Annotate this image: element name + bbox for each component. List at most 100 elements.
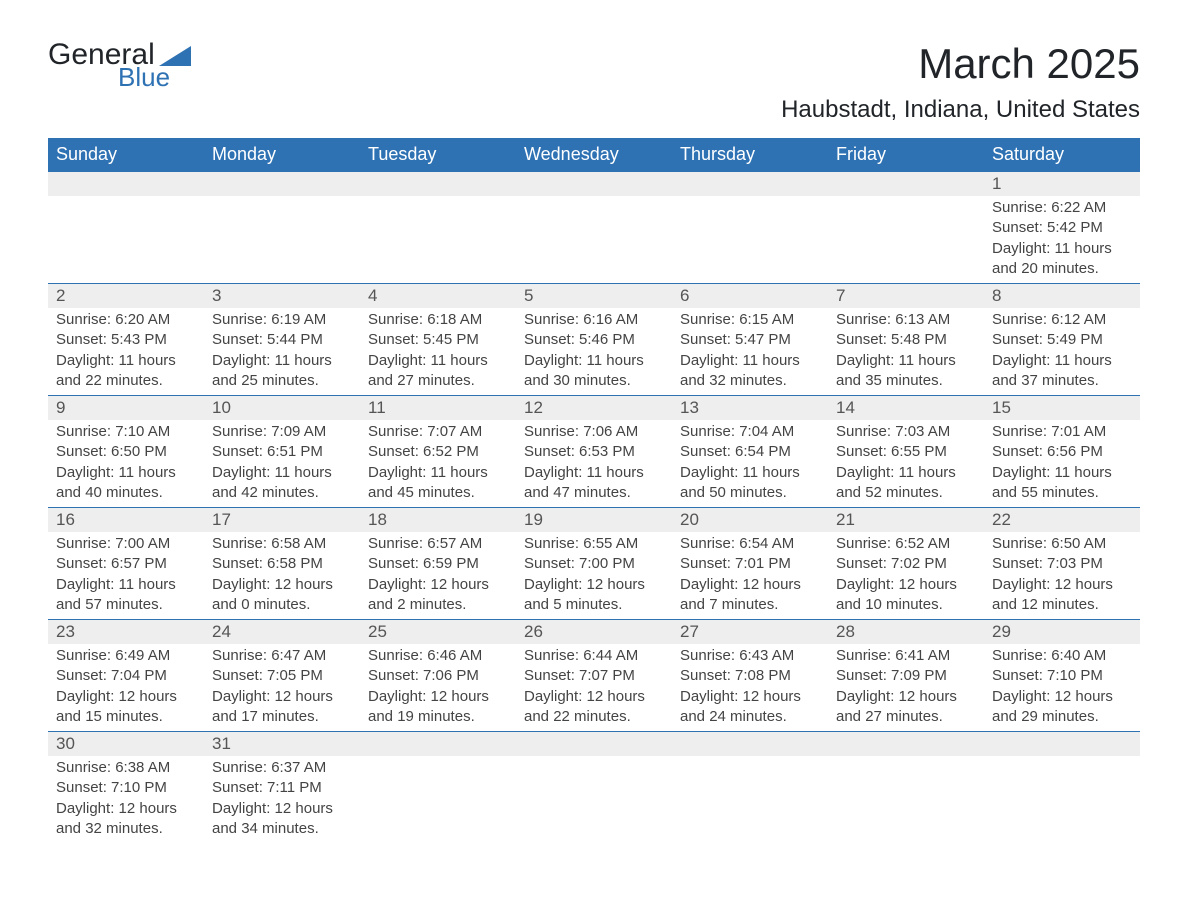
day-data-cell — [360, 756, 516, 843]
daylight-text: and 22 minutes. — [524, 707, 664, 727]
sunrise-text: Sunrise: 7:00 AM — [56, 534, 196, 554]
day-data-row: Sunrise: 6:22 AMSunset: 5:42 PMDaylight:… — [48, 196, 1140, 284]
sunrise-text: Sunrise: 7:01 AM — [992, 422, 1132, 442]
day-data-cell — [360, 196, 516, 284]
weekday-header-row: Sunday Monday Tuesday Wednesday Thursday… — [48, 138, 1140, 172]
weekday-header: Sunday — [48, 138, 204, 172]
sunrise-text: Sunrise: 6:50 AM — [992, 534, 1132, 554]
day-number-cell: 20 — [672, 508, 828, 533]
day-data-cell — [516, 196, 672, 284]
day-number-cell: 21 — [828, 508, 984, 533]
sunrise-text: Sunrise: 6:20 AM — [56, 310, 196, 330]
sunset-text: Sunset: 7:06 PM — [368, 666, 508, 686]
weekday-header: Friday — [828, 138, 984, 172]
daylight-text: Daylight: 12 hours — [680, 687, 820, 707]
day-number-cell: 23 — [48, 620, 204, 645]
day-data-cell: Sunrise: 7:07 AMSunset: 6:52 PMDaylight:… — [360, 420, 516, 508]
day-number-cell — [48, 172, 204, 197]
daylight-text: and 24 minutes. — [680, 707, 820, 727]
logo-text-blue: Blue — [118, 64, 191, 90]
sunset-text: Sunset: 5:43 PM — [56, 330, 196, 350]
sunset-text: Sunset: 6:57 PM — [56, 554, 196, 574]
sunset-text: Sunset: 5:42 PM — [992, 218, 1132, 238]
day-data-cell: Sunrise: 7:09 AMSunset: 6:51 PMDaylight:… — [204, 420, 360, 508]
sunrise-text: Sunrise: 6:41 AM — [836, 646, 976, 666]
logo: General Blue — [48, 40, 191, 90]
daylight-text: Daylight: 11 hours — [524, 351, 664, 371]
day-number-cell — [828, 172, 984, 197]
daylight-text: and 12 minutes. — [992, 595, 1132, 615]
day-number-cell: 3 — [204, 284, 360, 309]
day-data-cell: Sunrise: 6:12 AMSunset: 5:49 PMDaylight:… — [984, 308, 1140, 396]
sunset-text: Sunset: 7:11 PM — [212, 778, 352, 798]
day-data-cell: Sunrise: 7:10 AMSunset: 6:50 PMDaylight:… — [48, 420, 204, 508]
sunrise-text: Sunrise: 7:10 AM — [56, 422, 196, 442]
daylight-text: Daylight: 12 hours — [680, 575, 820, 595]
daylight-text: and 19 minutes. — [368, 707, 508, 727]
daylight-text: Daylight: 11 hours — [680, 463, 820, 483]
day-data-cell: Sunrise: 6:19 AMSunset: 5:44 PMDaylight:… — [204, 308, 360, 396]
sunset-text: Sunset: 7:04 PM — [56, 666, 196, 686]
day-data-cell: Sunrise: 6:18 AMSunset: 5:45 PMDaylight:… — [360, 308, 516, 396]
day-data-row: Sunrise: 7:00 AMSunset: 6:57 PM Daylight:… — [48, 532, 1140, 620]
day-data-cell: Sunrise: 6:16 AMSunset: 5:46 PMDaylight:… — [516, 308, 672, 396]
daylight-text: and 27 minutes. — [836, 707, 976, 727]
day-number-cell: 27 — [672, 620, 828, 645]
daylight-text: Daylight: 12 hours — [56, 799, 196, 819]
sunrise-text: Sunrise: 7:04 AM — [680, 422, 820, 442]
day-number-cell: 26 — [516, 620, 672, 645]
daylight-text: Daylight: 11 hours — [212, 463, 352, 483]
day-number-cell: 16 — [48, 508, 204, 533]
daylight-text: and 7 minutes. — [680, 595, 820, 615]
day-number-cell: 28 — [828, 620, 984, 645]
daylight-text: Daylight: 12 hours — [524, 687, 664, 707]
day-data-cell: Sunrise: 7:06 AMSunset: 6:53 PMDaylight:… — [516, 420, 672, 508]
day-number-cell: 30 — [48, 732, 204, 757]
sunrise-text: Sunrise: 6:16 AM — [524, 310, 664, 330]
day-data-cell: Sunrise: 6:13 AMSunset: 5:48 PMDaylight:… — [828, 308, 984, 396]
day-data-cell: Sunrise: 6:20 AMSunset: 5:43 PMDaylight:… — [48, 308, 204, 396]
sunrise-text: Sunrise: 6:18 AM — [368, 310, 508, 330]
day-data-cell: Sunrise: 6:40 AMSunset: 7:10 PMDaylight:… — [984, 644, 1140, 732]
sunrise-text: Sunrise: 6:22 AM — [992, 198, 1132, 218]
sunset-text: Sunset: 6:58 PM — [212, 554, 352, 574]
day-data-row: Sunrise: 6:49 AMSunset: 7:04 PM Daylight:… — [48, 644, 1140, 732]
day-data-cell: Sunrise: 6:54 AMSunset: 7:01 PMDaylight:… — [672, 532, 828, 620]
day-number-row: 3031 — [48, 732, 1140, 757]
sunset-text: Sunset: 7:10 PM — [56, 778, 196, 798]
day-data-cell: Sunrise: 6:38 AMSunset: 7:10 PMDaylight:… — [48, 756, 204, 843]
sunset-text: Sunset: 7:05 PM — [212, 666, 352, 686]
day-number-cell: 25 — [360, 620, 516, 645]
sunrise-text: Sunrise: 6:13 AM — [836, 310, 976, 330]
daylight-text: Daylight: 11 hours — [368, 351, 508, 371]
day-data-cell — [672, 196, 828, 284]
day-number-cell: 17 — [204, 508, 360, 533]
sunrise-text: Sunrise: 6:49 AM — [56, 646, 196, 666]
sunset-text: Sunset: 7:00 PM — [524, 554, 664, 574]
sunset-text: Sunset: 7:02 PM — [836, 554, 976, 574]
day-number-cell — [360, 732, 516, 757]
sunset-text: Sunset: 6:50 PM — [56, 442, 196, 462]
day-number-cell: 18 — [360, 508, 516, 533]
day-data-cell — [984, 756, 1140, 843]
sunrise-text: Sunrise: 6:58 AM — [212, 534, 352, 554]
day-number-cell — [204, 172, 360, 197]
daylight-text: and 20 minutes. — [992, 259, 1132, 279]
daylight-text: and 5 minutes. — [524, 595, 664, 615]
day-number-row: 23242526272829 — [48, 620, 1140, 645]
day-data-row: Sunrise: 6:38 AMSunset: 7:10 PMDaylight:… — [48, 756, 1140, 843]
sunrise-text: Sunrise: 6:46 AM — [368, 646, 508, 666]
sunset-text: Sunset: 6:56 PM — [992, 442, 1132, 462]
sunset-text: Sunset: 6:55 PM — [836, 442, 976, 462]
sunset-text: Sunset: 7:09 PM — [836, 666, 976, 686]
day-number-cell: 7 — [828, 284, 984, 309]
sunrise-text: Sunrise: 6:55 AM — [524, 534, 664, 554]
day-data-cell — [516, 756, 672, 843]
sunrise-text: Sunrise: 6:43 AM — [680, 646, 820, 666]
sunrise-text: Sunrise: 6:54 AM — [680, 534, 820, 554]
day-number-cell: 4 — [360, 284, 516, 309]
day-number-cell: 14 — [828, 396, 984, 421]
day-data-row: Sunrise: 7:10 AMSunset: 6:50 PM Daylight:… — [48, 420, 1140, 508]
sunrise-text: Sunrise: 6:44 AM — [524, 646, 664, 666]
day-number-cell: 11 — [360, 396, 516, 421]
